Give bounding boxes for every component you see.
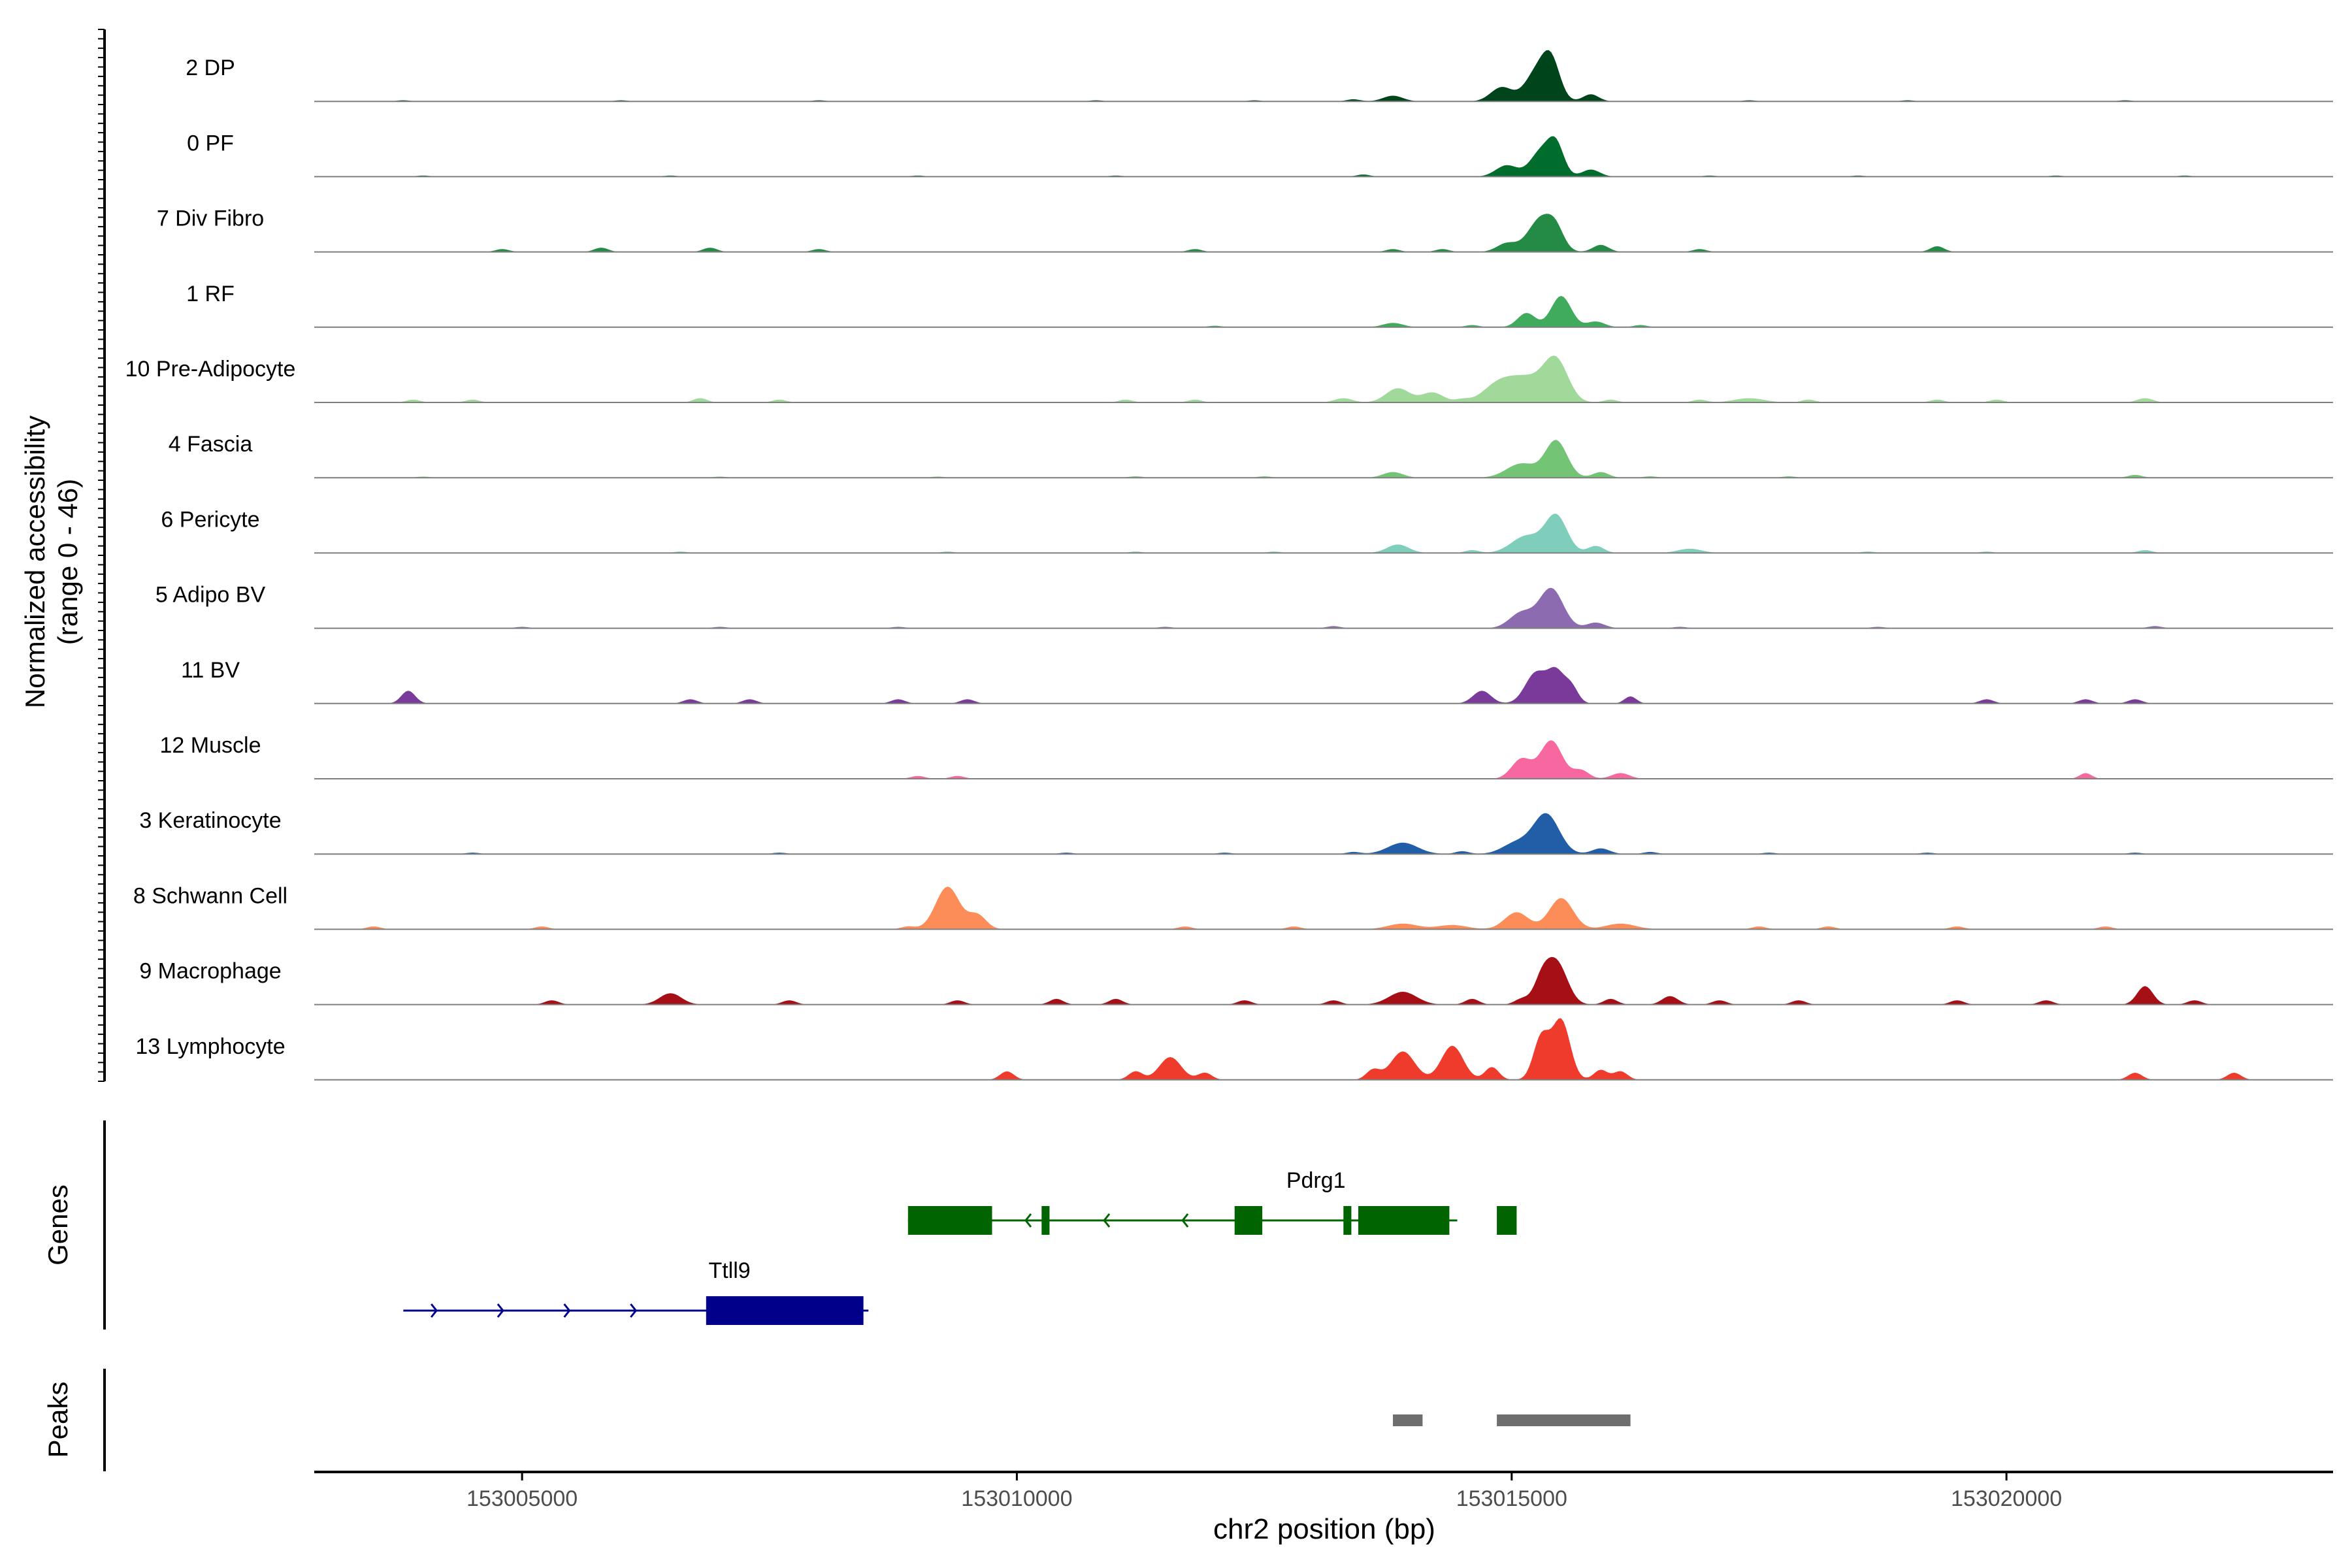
- track-label-0-pf: 0 PF: [187, 131, 234, 155]
- track-label-3-keratinocyte: 3 Keratinocyte: [139, 808, 281, 833]
- track-13-lymphocyte: [314, 1018, 2333, 1081]
- exon-ttll9: [706, 1296, 864, 1325]
- peaks-panel-label: Peaks: [42, 1382, 73, 1458]
- track-label-4-fascia: 4 Fascia: [169, 432, 253, 457]
- exon-pdrg1: [1343, 1206, 1352, 1235]
- track-10-pre-adipocyte: [314, 355, 2333, 403]
- track-label-11-bv: 11 BV: [181, 658, 240, 683]
- strand-arrow-pdrg1: [1181, 1213, 1189, 1228]
- exon-pdrg1: [1497, 1206, 1517, 1235]
- gene-ttll9: Ttll9: [403, 1258, 869, 1325]
- track-8-schwann-cell: [314, 887, 2333, 930]
- track-label-2-dp: 2 DP: [186, 56, 235, 80]
- exon-pdrg1: [907, 1206, 992, 1235]
- coverage-area-8-schwann-cell: [314, 887, 2333, 930]
- track-label-9-macrophage: 9 Macrophage: [139, 959, 281, 984]
- track-labels: 2 DP 0 PF 7 Div Fibro 1 RF 10 Pre-Adipocyte 4…: [125, 56, 296, 1059]
- coverage-area-0-pf: [314, 136, 2333, 177]
- gene-label-pdrg1: Pdrg1: [1286, 1168, 1346, 1193]
- track-6-pericyte: [314, 514, 2333, 554]
- genes-panel-label: Genes: [42, 1184, 73, 1266]
- coverage-area-2-dp: [314, 50, 2333, 102]
- track-7-div-fibro: [314, 214, 2333, 253]
- coverage-area-4-fascia: [314, 440, 2333, 478]
- track-2-dp: [314, 50, 2333, 103]
- track-1-rf: [314, 296, 2333, 328]
- track-label-13-lymphocyte: 13 Lymphocyte: [135, 1034, 285, 1059]
- strand-arrow-pdrg1: [1024, 1213, 1032, 1228]
- gene-label-ttll9: Ttll9: [708, 1258, 750, 1283]
- track-5-adipo-bv: [314, 587, 2333, 629]
- y-axis-title-line2: (range 0 - 46): [52, 479, 83, 645]
- exon-pdrg1: [1358, 1206, 1450, 1235]
- track-0-pf: [314, 136, 2333, 178]
- x-axis: 153005000 153010000 153015000 153020000: [314, 1471, 2333, 1511]
- strand-arrow-ttll9: [563, 1303, 571, 1318]
- y-axis-title-line1: Normalized accessibility: [20, 416, 50, 708]
- track-label-8-schwann-cell: 8 Schwann Cell: [133, 883, 287, 908]
- track-label-6-pericyte: 6 Pericyte: [161, 507, 259, 532]
- coverage-area-12-muscle: [314, 740, 2333, 779]
- gene-pdrg1: Pdrg1: [907, 1168, 1517, 1235]
- peaks-panel: Peaks: [42, 1369, 1631, 1471]
- x-tick-label-153020000: 153020000: [1951, 1486, 2062, 1511]
- coverage-area-6-pericyte: [314, 514, 2333, 553]
- track-label-5-adipo-bv: 5 Adipo BV: [155, 583, 266, 608]
- x-tick-label-153005000: 153005000: [466, 1486, 578, 1511]
- genes-panel: Genes Pdrg1 Ttll9: [42, 1120, 1517, 1330]
- x-tick-label-153010000: 153010000: [961, 1486, 1072, 1511]
- track-12-muscle: [314, 740, 2333, 779]
- coverage-area-9-macrophage: [314, 956, 2333, 1005]
- coverage-area-10-pre-adipocyte: [314, 355, 2333, 402]
- x-tick-label-153015000: 153015000: [1456, 1486, 1567, 1511]
- strand-arrow-pdrg1: [1103, 1213, 1111, 1228]
- strand-arrow-ttll9: [431, 1303, 438, 1318]
- track-label-12-muscle: 12 Muscle: [160, 733, 261, 758]
- track-3-keratinocyte: [314, 813, 2333, 855]
- exon-pdrg1: [1041, 1206, 1050, 1235]
- accessibility-tracks: [314, 50, 2333, 1081]
- coverage-area-7-div-fibro: [314, 214, 2333, 252]
- track-label-1-rf: 1 RF: [186, 282, 235, 306]
- coverage-area-3-keratinocyte: [314, 813, 2333, 855]
- strand-arrow-ttll9: [497, 1303, 504, 1318]
- track-label-7-div-fibro: 7 Div Fibro: [157, 206, 264, 231]
- y-axis: [98, 29, 106, 1082]
- track-9-macrophage: [314, 956, 2333, 1005]
- track-11-bv: [314, 666, 2333, 704]
- coverage-area-11-bv: [314, 666, 2333, 704]
- track-label-10-pre-adipocyte: 10 Pre-Adipocyte: [125, 357, 296, 382]
- coverage-area-13-lymphocyte: [314, 1018, 2333, 1080]
- coverage-area-5-adipo-bv: [314, 587, 2333, 629]
- track-4-fascia: [314, 440, 2333, 479]
- peak-region-2: [1497, 1414, 1631, 1426]
- peak-region-1: [1393, 1414, 1423, 1426]
- exon-pdrg1: [1234, 1206, 1263, 1235]
- x-axis-title: chr2 position (bp): [1213, 1513, 1435, 1545]
- coverage-area-1-rf: [314, 296, 2333, 327]
- strand-arrow-ttll9: [630, 1303, 638, 1318]
